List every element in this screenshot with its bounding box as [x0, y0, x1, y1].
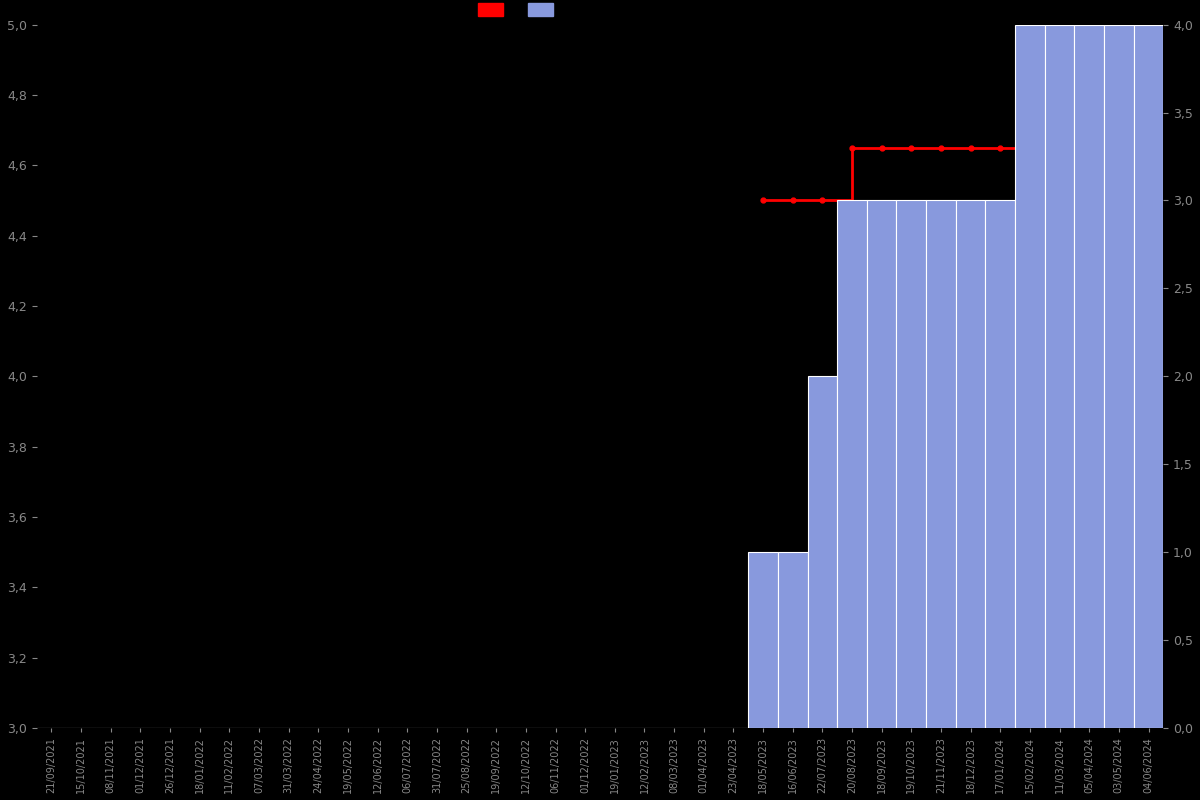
Bar: [778, 552, 808, 728]
Bar: [808, 376, 838, 728]
Bar: [955, 201, 985, 728]
Bar: [926, 201, 955, 728]
Legend: , : ,: [478, 3, 564, 18]
Bar: [1074, 25, 1104, 728]
Bar: [1104, 25, 1134, 728]
Bar: [1045, 25, 1074, 728]
Bar: [866, 201, 896, 728]
Bar: [1015, 25, 1045, 728]
Bar: [896, 201, 926, 728]
Bar: [749, 552, 778, 728]
Bar: [985, 201, 1015, 728]
Bar: [838, 201, 866, 728]
Bar: [1134, 25, 1163, 728]
